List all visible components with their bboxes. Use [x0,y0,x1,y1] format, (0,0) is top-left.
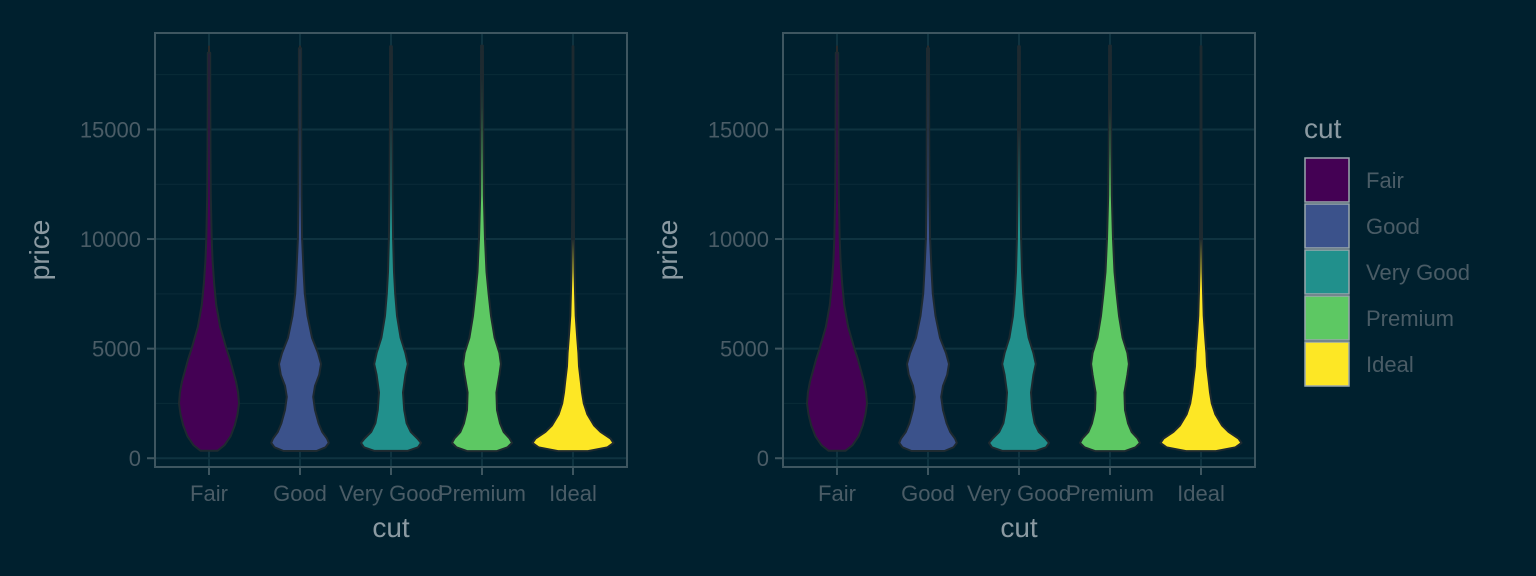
legend-label-very-good: Very Good [1366,260,1470,285]
legend-label-fair: Fair [1366,168,1404,193]
legend-label-good: Good [1366,214,1420,239]
violin-very-good [988,45,1050,452]
x-tick-label: Good [273,481,327,506]
y-tick-label: 15000 [80,117,141,142]
x-tick-label: Very Good [967,481,1071,506]
y-tick-label: 0 [757,446,769,471]
violin-ideal [531,45,615,453]
x-axis-title: cut [1000,512,1038,543]
y-axis-title: price [652,220,683,281]
legend-label-premium: Premium [1366,306,1454,331]
x-tick-label: Fair [818,481,856,506]
y-tick-label: 10000 [708,227,769,252]
x-tick-label: Ideal [1177,481,1225,506]
legend: cut Fair Good Very Good Premium Ideal [1304,113,1470,387]
x-tick-label: Premium [438,481,526,506]
legend-swatch-good [1304,203,1350,249]
violin-premium [1079,44,1141,453]
x-tick-label: Ideal [549,481,597,506]
legend-title: cut [1304,113,1342,144]
x-tick-label: Fair [190,481,228,506]
y-tick-label: 5000 [720,337,769,362]
violin-ideal [1159,45,1243,453]
violin-very-good [360,45,422,452]
violin-good [898,47,958,452]
y-tick-label: 0 [129,446,141,471]
legend-swatch-fair [1304,157,1350,203]
x-tick-label: Good [901,481,955,506]
y-tick-label: 5000 [92,337,141,362]
legend-swatch-premium [1304,295,1350,341]
violin-fair [806,51,868,452]
x-tick-label: Premium [1066,481,1154,506]
y-tick-label: 15000 [708,117,769,142]
y-axis-title: price [24,220,55,281]
violin-fair [178,51,240,452]
x-tick-label: Very Good [339,481,443,506]
violin-premium [451,44,513,453]
y-tick-label: 10000 [80,227,141,252]
legend-swatch-ideal [1304,341,1350,387]
legend-label-ideal: Ideal [1366,352,1414,377]
violin-good [270,47,330,452]
x-axis-title: cut [372,512,410,543]
legend-swatch-very-good [1304,249,1350,295]
